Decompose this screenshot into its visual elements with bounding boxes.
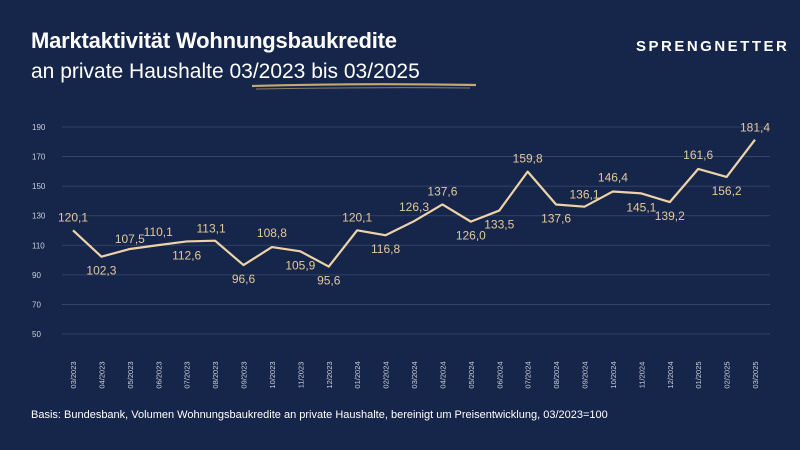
- footnote: Basis: Bundesbank, Volumen Wohnungsbaukr…: [31, 409, 608, 421]
- x-tick-label: 09/2024: [581, 361, 590, 388]
- data-label: 108,8: [257, 226, 287, 240]
- y-tick-label: 90: [32, 271, 41, 280]
- data-label: 102,3: [86, 264, 116, 278]
- data-label: 161,6: [683, 148, 713, 162]
- x-tick-label: 05/2023: [126, 361, 135, 388]
- data-label: 137,6: [427, 184, 457, 198]
- x-tick-label: 08/2023: [211, 361, 220, 388]
- series-line: [72, 139, 756, 268]
- chart-title: Marktaktivität Wohnungsbaukredite: [31, 28, 397, 53]
- data-label: 120,1: [342, 210, 372, 224]
- x-tick-label: 12/2023: [325, 361, 334, 388]
- data-label: 145,1: [626, 200, 656, 214]
- x-tick-label: 03/2025: [751, 361, 760, 388]
- x-tick-label: 01/2025: [694, 361, 703, 388]
- x-tick-label: 11/2023: [296, 362, 305, 389]
- data-label: 107,5: [115, 232, 145, 246]
- x-tick-label: 10/2023: [268, 361, 277, 388]
- data-label: 120,1: [58, 210, 88, 224]
- y-tick-label: 70: [32, 300, 41, 309]
- data-label: 112,6: [172, 248, 201, 262]
- data-label: 146,4: [598, 170, 628, 184]
- x-tick-label: 07/2024: [524, 361, 533, 388]
- x-tick-label: 12/2024: [666, 361, 675, 388]
- x-tick-label: 03/2024: [410, 361, 419, 388]
- data-label: 136,1: [569, 188, 599, 202]
- x-tick-label: 03/2023: [69, 361, 78, 388]
- x-tick-label: 10/2024: [609, 361, 618, 388]
- y-tick-label: 50: [32, 330, 41, 339]
- y-tick-label: 150: [32, 182, 46, 191]
- data-label: 181,4: [740, 121, 770, 135]
- data-label: 113,1: [197, 222, 226, 236]
- data-label: 156,2: [712, 184, 742, 198]
- x-tick-label: 11/2024: [637, 362, 646, 389]
- chart-subtitle: an private Haushalte 03/2023 bis 03/2025: [31, 60, 420, 83]
- x-tick-label: 01/2024: [353, 361, 362, 388]
- data-label: 159,8: [513, 152, 543, 166]
- sprengnetter-logo: SPRENGNETTER: [636, 38, 790, 55]
- data-label: 96,6: [232, 272, 256, 286]
- data-label: 95,6: [317, 274, 341, 288]
- data-label: 126,0: [456, 229, 486, 243]
- y-tick-label: 110: [32, 241, 45, 250]
- x-tick-label: 06/2023: [154, 361, 163, 388]
- x-tick-label: 02/2024: [382, 361, 391, 388]
- x-tick-label: 05/2024: [467, 361, 476, 388]
- y-tick-label: 130: [32, 212, 46, 221]
- x-tick-label: 02/2025: [723, 361, 732, 388]
- data-label: 137,6: [541, 211, 571, 225]
- y-tick-label: 190: [32, 123, 46, 132]
- x-tick-label: 07/2023: [183, 361, 192, 388]
- data-label: 133,5: [484, 218, 514, 232]
- data-label: 126,3: [399, 200, 429, 214]
- x-tick-label: 08/2024: [552, 361, 561, 388]
- y-tick-label: 170: [32, 153, 46, 162]
- data-label: 116,8: [371, 242, 400, 256]
- x-tick-label: 06/2024: [495, 361, 504, 388]
- x-tick-label: 09/2023: [240, 361, 249, 388]
- x-tick-label: 04/2023: [97, 361, 106, 388]
- data-label: 105,9: [285, 258, 315, 272]
- data-label: 139,2: [655, 209, 685, 223]
- data-label: 110,1: [144, 225, 173, 239]
- x-tick-label: 04/2024: [438, 361, 447, 388]
